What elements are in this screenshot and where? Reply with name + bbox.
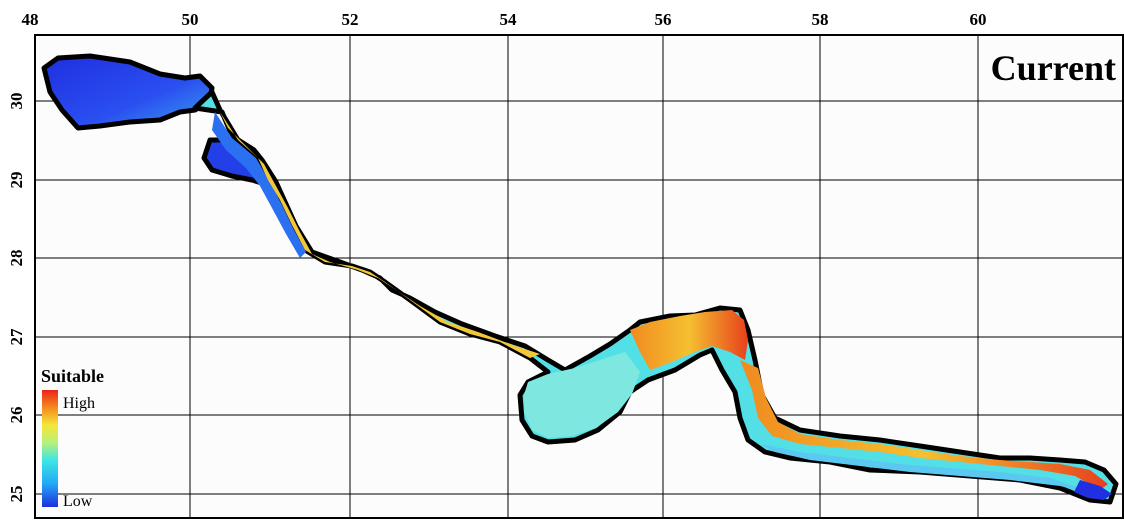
x-tick-label: 54	[500, 10, 518, 29]
x-tick-label: 60	[970, 10, 987, 29]
gulf-suitability-area	[41, 53, 1119, 505]
gulf-oman-south-band	[760, 444, 1100, 496]
y-axis-labels: 30 29 28 27 26 25	[7, 93, 26, 503]
x-tick-label: 58	[812, 10, 829, 29]
y-tick-label: 28	[7, 250, 26, 267]
gulf-central-bay	[524, 352, 640, 438]
x-tick-label: 52	[342, 10, 359, 29]
legend-title: Suitable	[41, 366, 104, 386]
x-tick-label: 48	[22, 10, 39, 29]
x-tick-label: 56	[655, 10, 672, 29]
panel-label: Current	[991, 48, 1116, 88]
gulf-hormuz-warm	[630, 310, 748, 370]
legend-color-ramp	[42, 390, 58, 507]
y-tick-label: 25	[7, 486, 26, 503]
legend: Suitable High Low	[41, 366, 104, 510]
legend-high-label: High	[63, 395, 95, 412]
y-tick-label: 29	[7, 172, 26, 189]
y-tick-label: 26	[7, 407, 26, 424]
legend-low-label: Low	[63, 493, 93, 510]
gulf-west-blue-band	[212, 112, 306, 258]
y-tick-label: 27	[7, 328, 26, 346]
x-axis-labels: 48 50 52 54 56 58 60	[22, 10, 987, 29]
map-frame	[34, 34, 1124, 519]
x-tick-label: 50	[182, 10, 199, 29]
gulf-oman-east-tip	[1074, 480, 1112, 500]
y-tick-label: 30	[7, 93, 26, 110]
